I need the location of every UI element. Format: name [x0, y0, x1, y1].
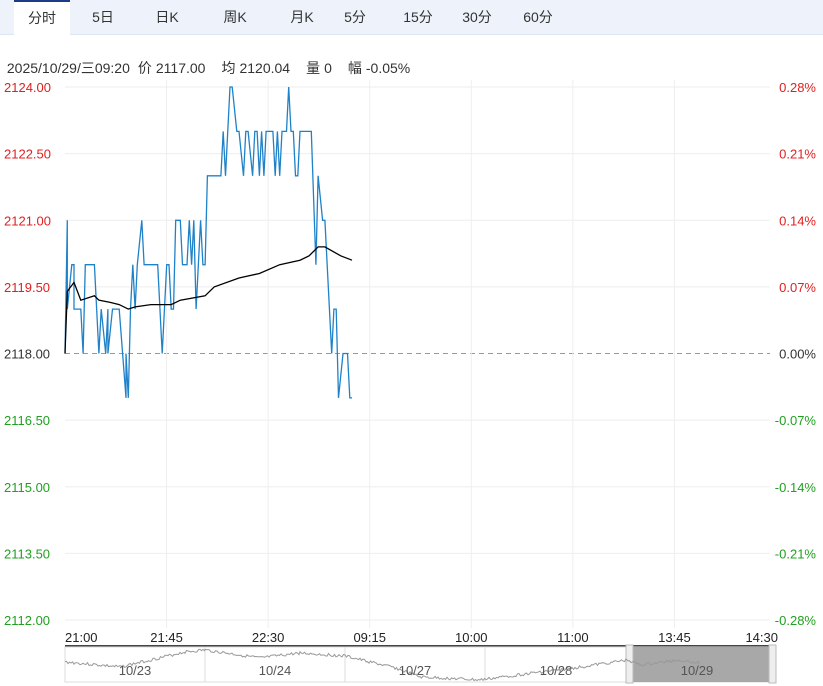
y-right-tick-label: -0.28%: [775, 613, 817, 628]
volume-value: 0: [324, 60, 332, 76]
navigator-date-label: 10/29: [681, 663, 714, 678]
tab-5[interactable]: 5分: [344, 9, 366, 25]
navigator-selection: [633, 647, 771, 682]
x-tick-label: 10:00: [455, 630, 488, 645]
tab-2[interactable]: 日K: [155, 9, 179, 25]
price-label: 价: [137, 60, 152, 76]
x-tick-label: 21:45: [150, 630, 183, 645]
y-tick-label: 2119.50: [4, 280, 50, 295]
y-right-tick-label: 0.14%: [779, 213, 816, 228]
y-right-tick-label: -0.14%: [775, 480, 817, 495]
volume-label: 量: [306, 60, 321, 76]
y-right-tick-label: 0.21%: [779, 147, 816, 162]
change-label: 幅: [347, 60, 362, 76]
y-tick-label: 2116.50: [4, 413, 50, 428]
quote-info: 2025/10/29/三09:20 价 2117.00 均 2120.04 量 0 幅 -0.0…: [3, 42, 426, 78]
navigator-handle-left[interactable]: [625, 644, 634, 684]
x-tick-label: 21:00: [65, 630, 98, 645]
y-tick-label: 2112.00: [4, 613, 50, 628]
y-right-tick-label: 0.00%: [779, 347, 816, 362]
navigator-handle-right[interactable]: [768, 644, 777, 684]
tab-4[interactable]: 月K: [290, 9, 314, 25]
y-tick-label: 2124.00: [4, 80, 51, 95]
avg-line: [64, 246, 353, 354]
avg-value: 2120.04: [239, 60, 291, 76]
period-tabs: 分时 5日 日K 周K 月K 5分 15分 30分 60分: [0, 0, 823, 35]
x-tick-label: 22:30: [252, 630, 285, 645]
y-right-tick-label: -0.21%: [775, 546, 817, 561]
navigator-date-label: 10/27: [399, 663, 432, 678]
x-tick-label: 11:00: [557, 630, 589, 645]
info-datetime: 2025/10/29/三09:20: [6, 60, 130, 76]
navigator-date-label: 10/23: [119, 663, 152, 678]
y-tick-label: 2121.00: [4, 213, 51, 228]
y-right-tick-label: 0.07%: [779, 280, 816, 295]
y-tick-label: 2118.00: [4, 347, 50, 362]
price-line: [64, 86, 352, 399]
y-tick-label: 2113.50: [4, 546, 50, 561]
y-right-tick-label: 0.28%: [779, 80, 816, 95]
price-value: 2117.00: [155, 60, 206, 76]
navigator-date-label: 10/28: [540, 663, 573, 678]
tab-8[interactable]: 60分: [523, 9, 553, 25]
tab-6[interactable]: 15分: [403, 9, 433, 25]
y-tick-label: 2115.00: [4, 480, 50, 495]
navigator-sparkline: [64, 648, 700, 682]
x-tick-label: 09:15: [353, 630, 386, 645]
tab-1[interactable]: 5日: [92, 9, 114, 25]
range-navigator[interactable]: 10/23 10/24 10/27 10/28 10/29: [64, 644, 777, 684]
tab-7[interactable]: 30分: [462, 9, 492, 25]
change-value: -0.05%: [365, 60, 411, 76]
avg-label: 均: [221, 60, 236, 76]
y-tick-label: 2122.50: [4, 147, 51, 162]
x-tick-label: 14:30: [745, 630, 778, 645]
tab-0[interactable]: 分时: [14, 0, 70, 35]
y-right-tick-label: -0.07%: [775, 413, 817, 428]
tab-3[interactable]: 周K: [223, 9, 247, 25]
x-tick-label: 13:45: [658, 630, 691, 645]
navigator-date-label: 10/24: [259, 663, 292, 678]
